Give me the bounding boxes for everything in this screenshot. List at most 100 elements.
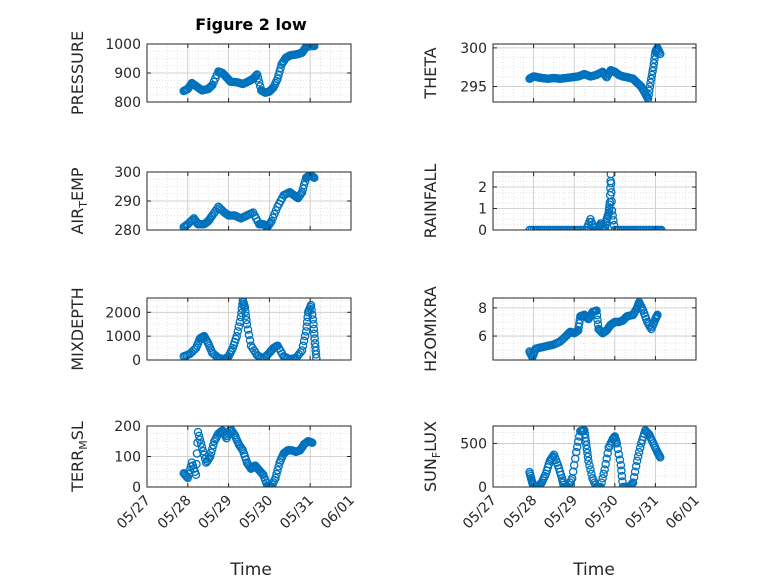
x-tick-label: 05/27: [460, 493, 500, 533]
y-tick-label: 0: [132, 353, 141, 369]
data-point: [299, 336, 309, 346]
y-axis-label: RAINFALL: [421, 164, 440, 239]
x-tick-label: 06/01: [318, 493, 358, 533]
x-tick-label: 05/31: [622, 493, 662, 533]
data-point: [255, 352, 265, 360]
data-point: [626, 480, 636, 487]
y-tick-label: 300: [114, 165, 141, 181]
data-point: [197, 443, 207, 452]
data-point: [608, 211, 617, 220]
data-point: [242, 315, 251, 325]
data-point: [205, 452, 215, 461]
y-axis-label: H2OMIXRA: [421, 286, 440, 372]
data-point: [310, 173, 319, 183]
data-point: [629, 472, 639, 482]
data-point: [609, 220, 619, 230]
data-point: [656, 49, 665, 59]
data-point: [245, 336, 255, 345]
data-point: [271, 473, 280, 483]
data-point: [593, 315, 602, 325]
axes-box: [492, 425, 697, 488]
data-point: [234, 322, 244, 331]
data-point: [253, 74, 263, 83]
data-point: [309, 324, 319, 334]
data-point: [607, 206, 617, 215]
data-point: [631, 462, 641, 471]
data-point: [597, 478, 606, 487]
data-point: [600, 465, 609, 474]
subplot-mixdepth: 0 1000 2000 MIXDEPTH: [68, 287, 352, 371]
y-axis-label: PRESSURE: [68, 31, 87, 115]
data-point: [656, 453, 665, 462]
data-point: [613, 444, 623, 454]
subplot-sun_flux: 0 500 05/27 05/28 05/29 05/30 05/31 06/01 SUNFLU…: [421, 421, 703, 532]
y-axis-label: TERRMSL: [68, 421, 90, 493]
x-tick-label: 05/29: [541, 493, 581, 533]
x-tick-label: 05/28: [501, 493, 541, 533]
data-point: [617, 466, 626, 475]
series-terr_msl: [179, 426, 317, 487]
data-point: [244, 330, 254, 340]
data-point: [276, 63, 285, 73]
y-tick-label: 0: [478, 223, 487, 239]
subplot-theta: 295 300 THETA: [421, 41, 697, 103]
data-point: [650, 55, 659, 64]
x-tick-label: 06/01: [663, 493, 703, 533]
data-point: [649, 62, 658, 72]
data-point: [301, 327, 311, 336]
data-point: [198, 446, 208, 456]
data-point: [242, 319, 252, 329]
subplot-h2omixra: 6 8 H2OMIXRA: [421, 286, 697, 372]
data-point: [635, 443, 645, 453]
data-point: [241, 311, 251, 321]
data-point: [646, 74, 656, 84]
data-point: [615, 455, 625, 465]
data-point: [586, 465, 595, 474]
data-point: [609, 216, 618, 225]
data-point: [599, 469, 608, 479]
y-tick-label: 200: [114, 419, 141, 435]
axes-box: [146, 297, 352, 361]
y-tick-label: 0: [132, 480, 141, 496]
data-point: [643, 94, 653, 102]
data-point: [572, 442, 582, 452]
y-axis-label: AIRTEMP: [68, 167, 90, 234]
subplot-pressure: 800 900 1000 PRESSURE: [68, 31, 352, 115]
data-point: [645, 86, 654, 96]
data-point: [308, 315, 318, 324]
x-tick-label: 05/30: [582, 493, 622, 533]
data-point: [582, 440, 591, 450]
figure-title: Figure 2 low: [195, 15, 307, 34]
data-point: [194, 431, 204, 441]
data-point: [633, 452, 643, 461]
x-tick-label: 05/30: [236, 493, 276, 533]
data-point: [252, 70, 262, 79]
data-point: [208, 444, 217, 454]
series-h2omixra: [525, 298, 662, 360]
x-axis-label-right: Time: [572, 560, 615, 580]
data-point: [598, 474, 607, 483]
data-point: [571, 447, 581, 457]
data-point: [204, 453, 214, 463]
data-point: [207, 81, 216, 91]
y-tick-label: 8: [478, 301, 487, 317]
data-point: [310, 329, 319, 339]
data-point: [646, 78, 655, 87]
data-point: [601, 459, 610, 469]
y-tick-label: 100: [114, 450, 141, 466]
data-point: [207, 448, 216, 457]
x-tick-label: 05/28: [155, 493, 195, 533]
data-point: [243, 325, 253, 334]
y-tick-label: 500: [460, 436, 487, 452]
data-point: [645, 82, 655, 91]
x-axis-label-left: Time: [229, 560, 272, 580]
data-point: [183, 473, 193, 483]
data-point: [634, 447, 644, 457]
data-point: [583, 448, 592, 458]
data-point: [602, 454, 611, 463]
data-point: [232, 331, 242, 341]
axes-box: [492, 43, 697, 103]
data-point: [648, 66, 657, 76]
data-point: [192, 459, 201, 469]
y-tick-label: 6: [478, 329, 487, 345]
